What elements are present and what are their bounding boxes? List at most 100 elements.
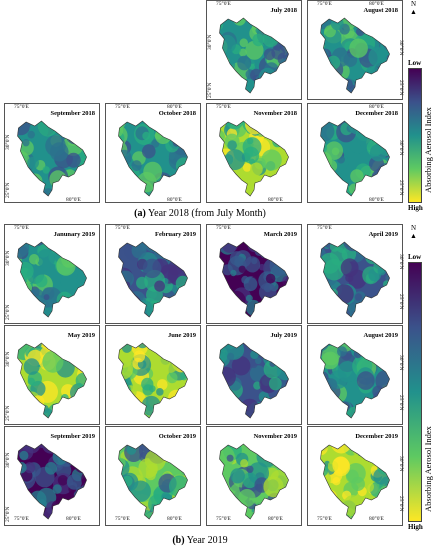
lon-tick-label: 80°0'E [167, 197, 182, 203]
region-map [118, 120, 188, 197]
lat-tick-label: 30°0'N [5, 134, 11, 150]
panel-title: July 2019 [270, 332, 297, 339]
legend-low-label: Low [408, 253, 422, 261]
map-panel: November 2019 [206, 426, 302, 526]
lon-tick-label: 80°0'E [369, 516, 384, 522]
legend-high-label: High [408, 204, 423, 212]
region-map [17, 342, 87, 419]
lat-tick-label: 30°0'N [398, 140, 404, 156]
region-map [219, 342, 289, 419]
map-panel: March 2019 [206, 224, 302, 324]
lat-tick-label: 25°0'N [207, 82, 213, 98]
region-map [219, 120, 289, 197]
lon-tick-label: 75°0'E [216, 516, 231, 522]
map-panel: April 2019 [307, 224, 403, 324]
map-panel: May 2019 [4, 325, 100, 425]
lat-tick-label: 25°0'N [5, 182, 11, 198]
legend-high-label: High [408, 523, 423, 531]
panel-title: October 2019 [158, 433, 196, 440]
lat-tick-label: 30°0'N [398, 456, 404, 472]
lat-tick-label: 25°0'N [398, 496, 404, 512]
caption-b: (b) Year 2019 [172, 535, 228, 546]
lon-tick-label: 80°0'E [66, 516, 81, 522]
panel-title: October 2018 [158, 110, 196, 117]
lon-tick-label: 75°0'E [115, 225, 130, 231]
map-panel: October 2018 [105, 103, 201, 203]
lat-tick-label: 25°0'N [398, 395, 404, 411]
lon-tick-label: 80°0'E [66, 197, 81, 203]
lat-tick-label: 30°0'N [5, 452, 11, 468]
lat-tick-label: 25°0'N [398, 80, 404, 96]
panel-title: June 2019 [168, 332, 196, 339]
lon-tick-label: 80°0'E [268, 197, 283, 203]
lat-tick-label: 25°0'N [5, 506, 11, 522]
lon-tick-label: 75°0'E [115, 516, 130, 522]
map-panel: July 2018 [206, 0, 302, 100]
region-map [17, 120, 87, 197]
lat-tick-label: 25°0'N [398, 294, 404, 310]
lon-tick-label: 75°0'E [14, 104, 29, 110]
region-map [17, 241, 87, 318]
lon-tick-label: 75°0'E [216, 104, 231, 110]
region-map [17, 443, 87, 520]
lon-tick-label: 80°0'E [369, 1, 384, 7]
north-arrow-icon: ▲ [410, 8, 417, 16]
panel-title: September 2019 [50, 433, 95, 440]
caption-a: (a) Year 2018 (from July Month) [134, 208, 266, 219]
map-panel: October 2019 [105, 426, 201, 526]
lat-tick-label: 30°0'N [207, 34, 213, 50]
lat-tick-label: 25°0'N [398, 180, 404, 196]
region-map [219, 241, 289, 318]
lon-tick-label: 75°0'E [216, 225, 231, 231]
lon-tick-label: 75°0'E [317, 225, 332, 231]
lon-tick-label: 75°0'E [14, 516, 29, 522]
panel-title: December 2019 [355, 433, 398, 440]
legend-low-label: Low [408, 59, 422, 67]
lat-tick-label: 30°0'N [398, 40, 404, 56]
legend-title: Absorbing Aerosol Index [423, 107, 433, 193]
panel-title: November 2019 [253, 433, 297, 440]
lon-tick-label: 80°0'E [268, 516, 283, 522]
north-label: N [411, 0, 417, 8]
panel-title: May 2019 [67, 332, 95, 339]
region-map [320, 443, 390, 520]
panel-title: April 2019 [368, 231, 398, 238]
map-panel: December 2018 [307, 103, 403, 203]
panel-title: February 2019 [155, 231, 196, 238]
lon-tick-label: 75°0'E [115, 104, 130, 110]
panel-title: July 2018 [270, 7, 297, 14]
map-panel: August 2018 [307, 0, 403, 100]
panel-title: March 2019 [263, 231, 297, 238]
region-map [219, 17, 289, 94]
panel-title: September 2018 [50, 110, 95, 117]
panel-title: Janunary 2019 [53, 231, 95, 238]
region-map [320, 342, 390, 419]
lat-tick-label: 25°0'N [5, 304, 11, 320]
lon-tick-label: 80°0'E [369, 104, 384, 110]
north-arrow-icon: ▲ [410, 232, 417, 240]
panel-title: August 2019 [363, 332, 399, 339]
lon-tick-label: 75°0'E [216, 1, 231, 7]
map-panel: June 2019 [105, 325, 201, 425]
region-map [320, 17, 390, 94]
lon-tick-label: 75°0'E [317, 1, 332, 7]
lat-tick-label: 25°0'N [5, 405, 11, 421]
region-map [118, 443, 188, 520]
map-panel: September 2019 [4, 426, 100, 526]
lon-tick-label: 75°0'E [317, 516, 332, 522]
lon-tick-label: 75°0'E [14, 225, 29, 231]
lat-tick-label: 30°0'N [398, 355, 404, 371]
map-panel: July 2019 [206, 325, 302, 425]
map-panel: February 2019 [105, 224, 201, 324]
map-panel: December 2019 [307, 426, 403, 526]
region-map [320, 241, 390, 318]
lon-tick-label: 80°0'E [369, 197, 384, 203]
legend-title: Absorbing Aerosol Index [423, 426, 433, 512]
region-map [219, 443, 289, 520]
region-map [118, 342, 188, 419]
legend-color-bar [408, 262, 422, 522]
panel-title: August 2018 [363, 7, 399, 14]
panel-title: November 2018 [253, 110, 297, 117]
lat-tick-label: 30°0'N [5, 351, 11, 367]
lat-tick-label: 30°0'N [5, 250, 11, 266]
